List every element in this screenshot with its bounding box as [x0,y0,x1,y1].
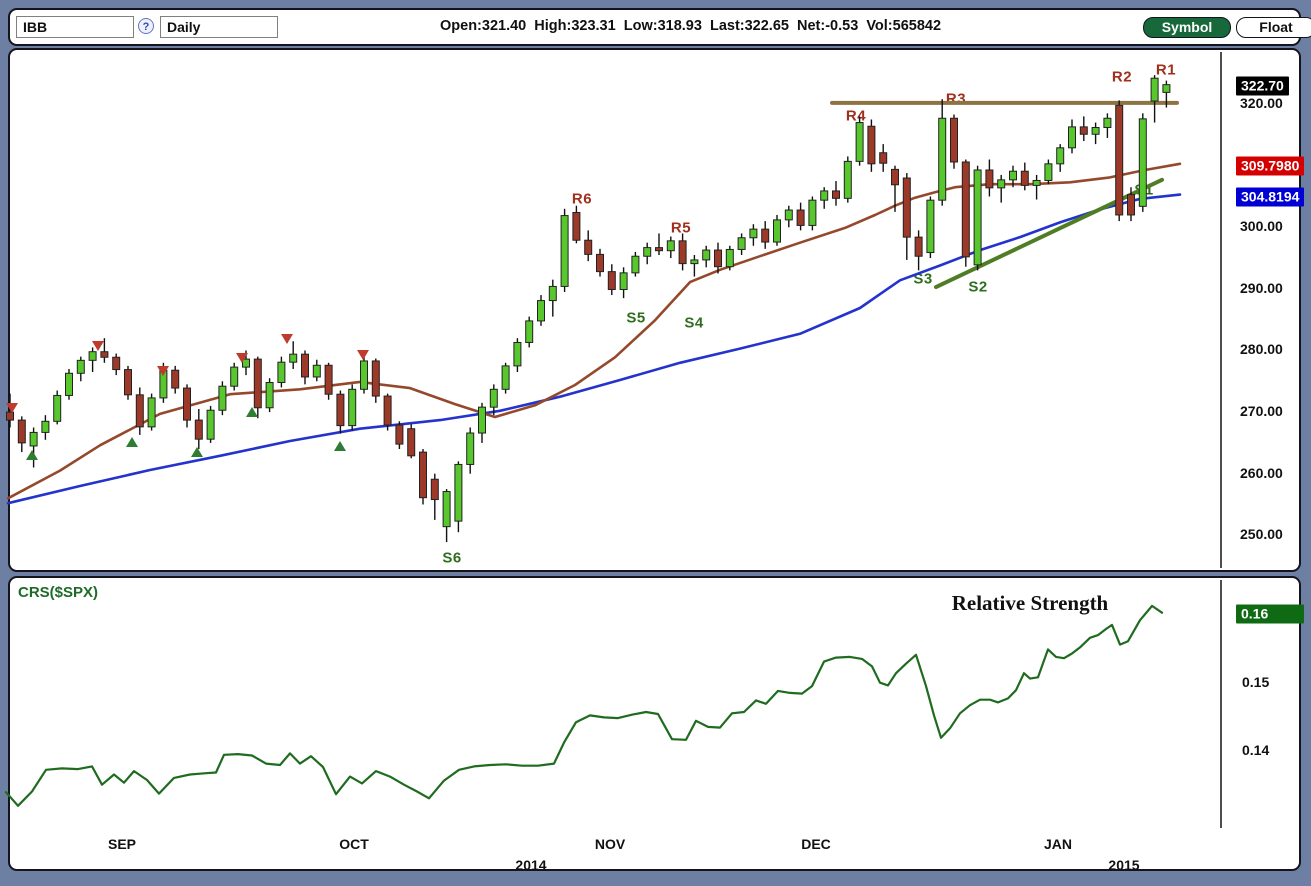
period-input[interactable] [160,16,278,38]
price-tick-label: 260.00 [1240,464,1283,481]
price-chart-panel: 320.00 300.00 290.00 280.00 270.00 260.00 250.… [8,48,1305,572]
annotation-r4: R4 [845,107,867,125]
ohlc-quote-text: Open:321.40 High:323.31 Low:318.93 Last:… [440,18,942,34]
relative-strength-panel: CRS($SPX) Relative Strength 0.15 0.14 0.16… [8,576,1304,873]
symbol-input[interactable] [16,16,134,38]
price-tick-label: 280.00 [1240,341,1283,358]
price-tag-label: 304.8194 [1236,187,1305,206]
month-label-nov: NOV [594,836,626,852]
annotation-s4: S4 [684,314,704,332]
month-label-jan: JAN [1043,836,1073,852]
price-tick-label: 250.00 [1240,526,1283,543]
year-label-2014: 2014 [515,857,547,873]
toolbar: ? Open:321.40 High:323.31 Low:318.93 Las… [8,8,1311,46]
annotation-r3: R3 [945,90,967,108]
annotation-s3: S3 [913,270,933,288]
price-tag-label: 309.7980 [1236,156,1305,176]
annotation-s1: S1 [1134,181,1154,199]
annotation-s2: S2 [968,278,988,296]
month-label-dec: DEC [801,836,831,852]
float-button[interactable]: Float [1236,17,1311,38]
price-tick-label: 320.00 [1240,95,1283,111]
rs-tick-label: 0.14 [1242,742,1270,758]
rs-title: Relative Strength [951,591,1109,615]
price-tick-label: 270.00 [1240,403,1283,419]
price-tick-label: 290.00 [1240,279,1283,296]
rs-indicator-label: CRS($SPX) [18,584,99,601]
annotation-s5: S5 [626,309,646,327]
help-icon[interactable]: ? [138,18,154,34]
month-label-sep: SEP [107,836,137,852]
year-label-2015: 2015 [1108,857,1140,873]
annotation-r2: R2 [1111,68,1133,86]
month-label-oct: OCT [339,836,369,852]
symbol-button[interactable]: Symbol [1143,17,1231,38]
annotation-s6: S6 [442,549,462,567]
price-tag-label: 322.70 [1236,76,1289,96]
rs-tick-label: 0.15 [1242,674,1270,690]
annotation-r6: R6 [571,190,593,208]
rs-tag-label: 0.16 [1236,604,1304,624]
annotation-r5: R5 [670,219,692,237]
annotation-r1: R1 [1155,61,1177,79]
price-tick-label: 300.00 [1240,218,1283,235]
